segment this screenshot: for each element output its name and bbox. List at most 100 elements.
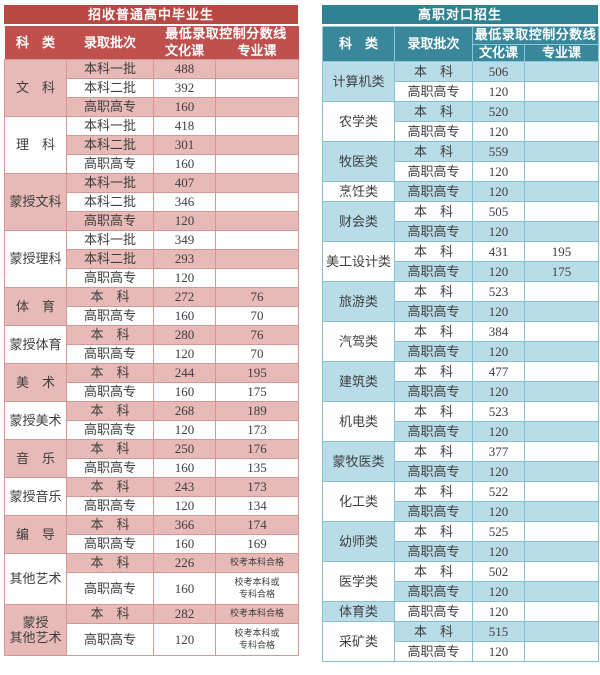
major-score-cell — [523, 61, 600, 83]
batch-cell: 高职高专 — [394, 601, 473, 623]
category-cell: 建筑类 — [322, 361, 395, 403]
major-score-cell — [523, 641, 600, 663]
major-score-cell: 校考本科或 专科合格 — [214, 572, 300, 606]
culture-score-cell: 244 — [153, 363, 216, 384]
culture-score-cell: 523 — [472, 281, 525, 303]
table-row: 美 术本 科 244 195 — [4, 363, 300, 403]
major-score-cell — [214, 116, 300, 137]
major-score-cell: 195 — [214, 363, 300, 384]
batch-cell: 本 科 — [66, 439, 154, 460]
category-cell: 其他艺术 — [4, 553, 67, 606]
batch-cell: 本 科 — [394, 141, 473, 163]
category-cell: 文 科 — [4, 59, 67, 118]
batch-cell: 本 科 — [394, 481, 473, 503]
batch-cell: 本科二批 — [66, 249, 154, 270]
table-row: 高职高专 120 175 — [323, 261, 600, 283]
major-score-cell — [523, 141, 600, 163]
major-score-cell — [523, 161, 600, 183]
culture-score-cell: 120 — [153, 420, 216, 441]
culture-score-cell: 523 — [472, 401, 525, 423]
left-header-category: 科 类 — [4, 26, 67, 60]
batch-cell: 本 科 — [394, 281, 473, 303]
batch-cell: 本 科 — [394, 401, 473, 423]
culture-score-cell: 506 — [472, 61, 525, 83]
major-score-cell — [523, 361, 600, 383]
category-cell: 采矿类 — [322, 621, 395, 663]
culture-score-cell: 120 — [472, 341, 525, 363]
category-cell: 音 乐 — [4, 439, 67, 479]
culture-score-cell: 160 — [153, 382, 216, 403]
batch-cell: 本科二批 — [66, 78, 154, 99]
table-row: 高职高专 120 — [323, 341, 600, 363]
culture-score-cell: 282 — [153, 604, 216, 625]
table-row: 蒙牧医类本 科 377 — [322, 441, 600, 483]
table-row: 美工设计类本 科 431 195 — [322, 241, 600, 283]
category-cell: 蒙授体育 — [4, 325, 67, 365]
table-row: 高职高专 120 — [323, 641, 600, 663]
major-score-cell — [523, 501, 600, 523]
batch-cell: 高职高专 — [394, 221, 473, 243]
table-row: 高职高专 160 — [5, 97, 300, 118]
culture-score-cell: 520 — [472, 101, 525, 123]
batch-cell: 高职高专 — [66, 534, 154, 555]
major-score-cell — [523, 321, 600, 343]
culture-score-cell: 522 — [472, 481, 525, 503]
culture-score-cell: 301 — [153, 135, 216, 156]
major-score-cell: 76 — [214, 287, 300, 308]
batch-cell: 高职高专 — [394, 161, 473, 183]
major-score-cell — [214, 59, 300, 80]
culture-score-cell: 160 — [153, 534, 216, 555]
batch-cell: 高职高专 — [66, 211, 154, 232]
batch-cell: 本科二批 — [66, 135, 154, 156]
culture-score-cell: 243 — [153, 477, 216, 498]
batch-cell: 本 科 — [394, 321, 473, 343]
major-score-cell — [523, 281, 600, 303]
major-score-cell — [523, 521, 600, 543]
major-score-cell: 174 — [214, 515, 300, 536]
batch-cell: 高职高专 — [394, 381, 473, 403]
culture-score-cell: 120 — [472, 221, 525, 243]
major-score-cell — [523, 621, 600, 643]
major-score-cell — [214, 230, 300, 251]
table-row: 建筑类本 科 477 — [322, 361, 600, 403]
category-cell: 美工设计类 — [322, 241, 395, 283]
table-row: 高职高专 160 — [5, 154, 300, 175]
category-cell: 蒙牧医类 — [322, 441, 395, 483]
right-header-major: 专业课 — [523, 43, 600, 63]
table-row: 音 乐本 科 250 176 — [4, 439, 300, 479]
major-score-cell: 173 — [214, 420, 300, 441]
culture-score-cell: 431 — [472, 241, 525, 263]
table-row: 高职高专 160 169 — [5, 534, 300, 555]
major-score-cell: 176 — [214, 439, 300, 460]
batch-cell: 高职高专 — [66, 344, 154, 365]
table-row: 高职高专 120 — [323, 301, 600, 323]
culture-score-cell: 226 — [153, 553, 216, 574]
batch-cell: 高职高专 — [66, 420, 154, 441]
culture-score-cell: 525 — [472, 521, 525, 543]
batch-cell: 本 科 — [66, 401, 154, 422]
major-score-cell — [214, 192, 300, 213]
category-cell: 体育类 — [322, 601, 395, 623]
batch-cell: 本 科 — [394, 61, 473, 83]
culture-score-cell: 477 — [472, 361, 525, 383]
major-score-cell: 校考本科合格 — [214, 604, 300, 625]
table-row: 蒙授文科 本科一批 407 — [4, 173, 300, 232]
category-cell: 烹饪类 — [322, 181, 395, 203]
right-header-scoreline: 最低录取控制分数线 — [471, 26, 600, 45]
culture-score-cell: 160 — [153, 572, 216, 606]
batch-cell: 本 科 — [394, 561, 473, 583]
table-row: 蒙授 其他艺术本 科 282 校考本科合格 — [4, 604, 300, 657]
major-score-cell: 校考本科合格 — [214, 553, 300, 574]
right-score-table: 科 类 录取批次 最低录取控制分数线 文化课 专业课 计算机类本 科 506 高职高… — [322, 25, 600, 663]
left-header-scoreline: 最低录取控制分数线 — [153, 26, 299, 43]
batch-cell: 高职高专 — [66, 97, 154, 118]
batch-cell: 高职高专 — [66, 382, 154, 403]
right-header-batch: 录取批次 — [394, 25, 473, 63]
culture-score-cell: 120 — [472, 81, 525, 103]
category-cell: 财会类 — [322, 201, 395, 243]
major-score-cell: 135 — [214, 458, 300, 479]
major-score-cell — [523, 181, 600, 203]
left-table-title: 招收普通高中毕业生 — [4, 5, 298, 24]
culture-score-cell: 120 — [153, 344, 216, 365]
table-row: 农学类本 科 520 — [322, 101, 600, 143]
